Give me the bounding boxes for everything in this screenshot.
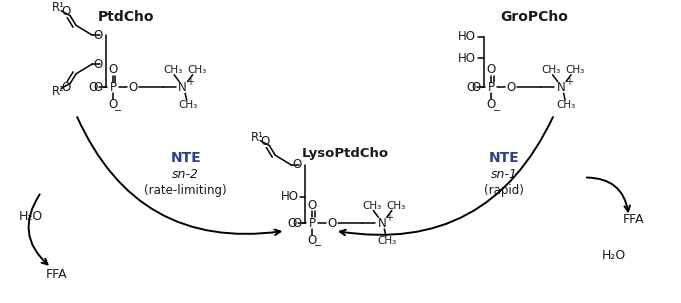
Text: P: P [110,81,116,94]
Text: O: O [261,135,270,148]
Text: P: P [488,81,495,94]
Text: O: O [293,217,302,230]
Text: O: O [89,81,97,94]
Text: O: O [308,199,317,212]
Text: CH₃: CH₃ [386,201,405,211]
Text: CH₃: CH₃ [178,100,197,110]
Text: R¹: R¹ [52,2,65,14]
Text: NTE: NTE [489,151,520,165]
Text: H₂O: H₂O [602,248,626,261]
Text: N: N [557,81,565,94]
Text: O: O [287,217,297,230]
Text: −: − [493,106,501,116]
Text: O: O [293,158,302,171]
Text: N: N [178,81,187,94]
Text: O: O [93,58,103,71]
Text: +: + [385,213,394,223]
Text: −: − [114,106,123,116]
Text: R²: R² [52,85,65,98]
Text: HO: HO [458,52,475,65]
Text: PtdCho: PtdCho [97,10,154,24]
Text: CH₃: CH₃ [377,235,396,245]
Text: CH₃: CH₃ [187,65,206,75]
Text: sn-1: sn-1 [491,168,518,181]
Text: CH₃: CH₃ [565,65,585,75]
Text: O: O [93,28,103,42]
Text: O: O [472,81,481,94]
Text: HO: HO [458,31,475,43]
Text: (rapid): (rapid) [484,184,524,197]
Text: O: O [61,5,71,18]
Text: O: O [487,98,496,111]
Text: O: O [308,234,317,247]
Text: sn-2: sn-2 [172,168,199,181]
Text: −: − [313,241,321,251]
Text: CH₃: CH₃ [541,65,560,75]
Text: GroPCho: GroPCho [501,10,568,24]
Text: CH₃: CH₃ [163,65,183,75]
Text: O: O [487,63,496,76]
Text: O: O [61,81,71,94]
Text: R¹: R¹ [251,131,264,144]
Text: CH₃: CH₃ [362,201,381,211]
Text: NTE: NTE [170,151,201,165]
Text: O: O [108,63,118,76]
Text: CH₃: CH₃ [556,100,575,110]
Text: H₂O: H₂O [19,210,44,223]
Text: O: O [108,98,118,111]
Text: P: P [308,217,315,230]
Text: HO: HO [281,190,299,203]
Text: +: + [565,77,573,87]
Text: (rate-limiting): (rate-limiting) [144,184,227,197]
Text: O: O [328,217,336,230]
Text: FFA: FFA [623,213,645,226]
Text: O: O [128,81,138,94]
Text: +: + [186,77,194,87]
Text: O: O [467,81,476,94]
Text: FFA: FFA [46,268,67,281]
Text: LysoPtdCho: LysoPtdCho [302,147,389,160]
Text: N: N [377,217,386,230]
Text: O: O [507,81,516,94]
Text: O: O [93,81,103,94]
